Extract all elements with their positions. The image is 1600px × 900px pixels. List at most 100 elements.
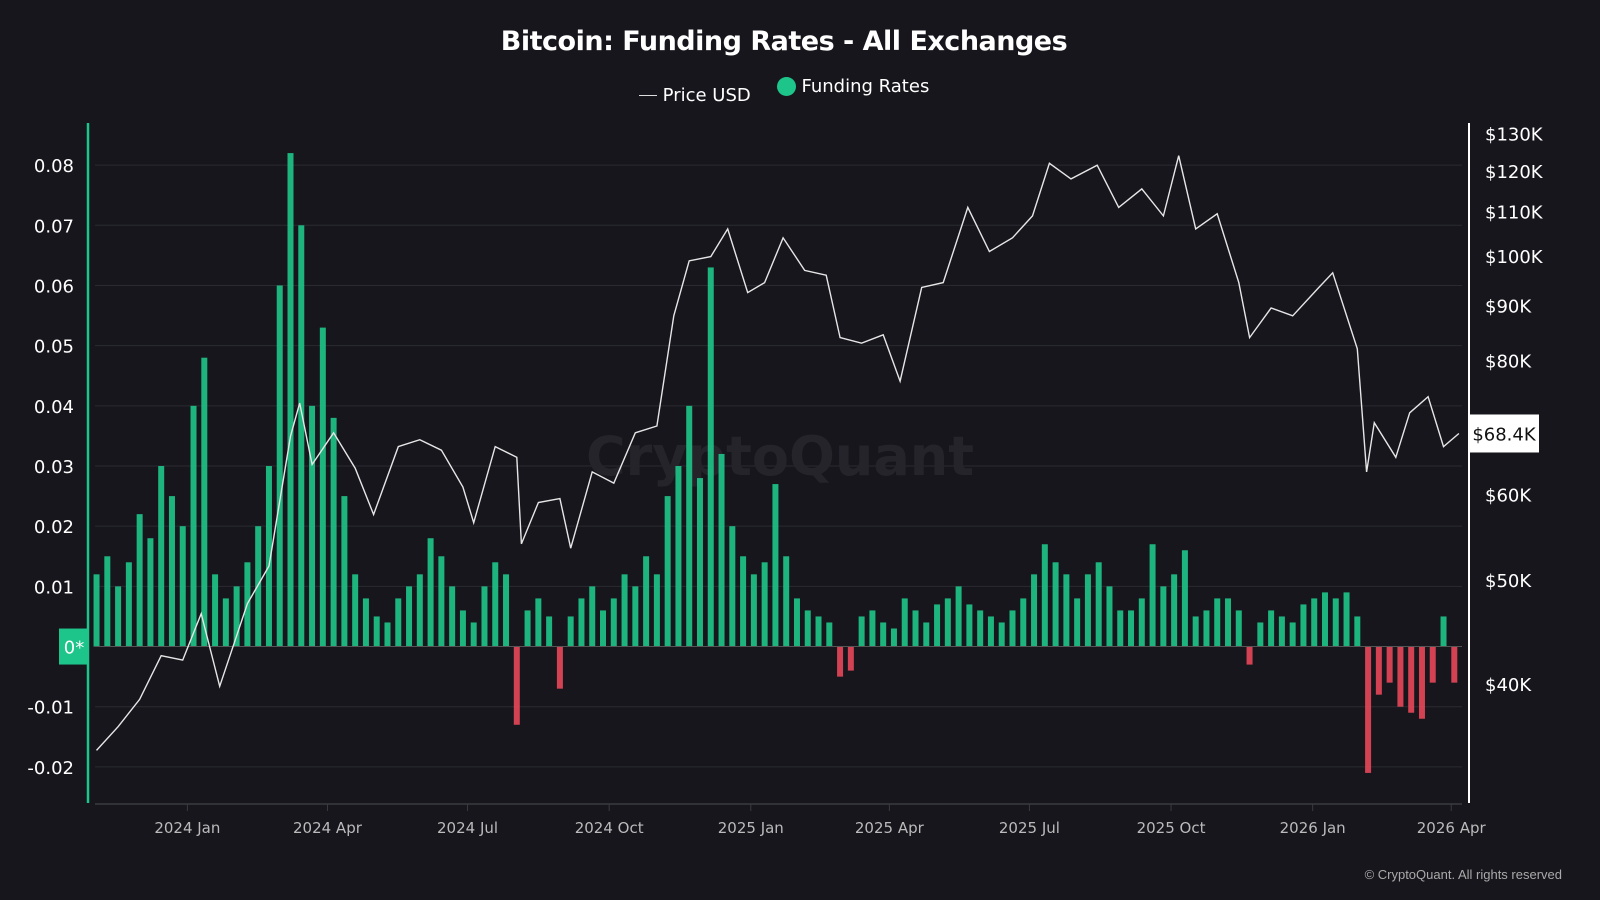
y-right-tick-label: $40K <box>1485 675 1532 696</box>
funding-bar <box>858 616 865 647</box>
funding-bar <box>201 357 208 647</box>
funding-bar <box>125 562 132 647</box>
y-left-tick-label: 0.07 <box>34 216 74 237</box>
funding-bar <box>438 556 445 647</box>
y-left-tick-label: 0.03 <box>34 457 74 478</box>
funding-bar <box>1365 646 1372 773</box>
funding-bar <box>212 574 219 647</box>
funding-bar <box>255 526 262 647</box>
funding-bar <box>1300 604 1307 647</box>
funding-bar <box>664 496 671 647</box>
funding-bar <box>309 405 316 647</box>
funding-bar <box>632 586 639 647</box>
funding-bar <box>1128 610 1135 647</box>
funding-bar <box>793 598 800 647</box>
funding-bar <box>1235 610 1242 647</box>
funding-bar <box>1332 598 1339 647</box>
chart-title: Bitcoin: Funding Rates - All Exchanges <box>500 26 1068 57</box>
price-line-group <box>95 155 1460 751</box>
funding-bars <box>93 153 1462 773</box>
funding-bar <box>1246 646 1253 665</box>
funding-bar <box>1386 646 1393 683</box>
funding-bar <box>1278 616 1285 647</box>
x-tick-label: 2025 Jan <box>718 819 784 837</box>
x-tick-label: 2024 Apr <box>293 819 363 837</box>
funding-bar <box>804 610 811 647</box>
funding-bar <box>1225 598 1232 647</box>
funding-bar <box>179 526 186 647</box>
funding-bar <box>449 586 456 647</box>
funding-bar <box>115 586 122 647</box>
funding-bar <box>1397 646 1404 707</box>
funding-bar <box>934 604 941 647</box>
funding-bar <box>1192 616 1199 647</box>
line-swatch-icon <box>638 95 657 96</box>
funding-bar <box>104 556 111 647</box>
x-tick-label: 2024 Jan <box>154 819 220 837</box>
funding-bar <box>977 610 984 647</box>
funding-bar <box>847 646 854 671</box>
funding-bar <box>1009 610 1016 647</box>
funding-bar <box>524 610 531 647</box>
x-tick-label: 2025 Oct <box>1137 819 1206 837</box>
funding-bar <box>373 616 380 647</box>
funding-bar <box>1440 616 1447 647</box>
funding-bar <box>513 646 520 725</box>
funding-bar <box>1084 574 1091 647</box>
funding-bar <box>1160 586 1167 647</box>
funding-bar <box>1375 646 1382 695</box>
current-price-label: $68.4K <box>1472 424 1537 445</box>
funding-bar <box>158 466 165 647</box>
funding-bar <box>1063 574 1070 647</box>
funding-bar <box>384 622 391 647</box>
funding-bar <box>1354 616 1361 647</box>
funding-bar <box>492 562 499 647</box>
y-left-tick-label: -0.01 <box>27 698 74 719</box>
funding-bar <box>136 514 143 647</box>
y-left-tick-label: 0.05 <box>34 337 74 358</box>
legend-item-funding[interactable]: Funding Rates <box>776 76 930 97</box>
funding-bar <box>1214 598 1221 647</box>
funding-bar <box>556 646 563 689</box>
funding-bar <box>1203 610 1210 647</box>
funding-bar <box>319 327 326 647</box>
legend-label-funding: Funding Rates <box>801 76 930 97</box>
funding-bar <box>1106 586 1113 647</box>
funding-bar <box>696 478 703 647</box>
legend-item-price[interactable]: Price USD <box>638 85 751 106</box>
y-right-tick-label: $120K <box>1485 162 1544 183</box>
y-right-tick-label: $50K <box>1485 571 1532 592</box>
funding-bar <box>944 598 951 647</box>
funding-bar <box>1268 610 1275 647</box>
funding-bar <box>427 538 434 647</box>
funding-bar <box>1451 646 1458 683</box>
funding-bar <box>567 616 574 647</box>
funding-bar <box>222 598 229 647</box>
funding-bar <box>1289 622 1296 647</box>
funding-bar <box>341 496 348 647</box>
funding-bar <box>1095 562 1102 647</box>
funding-bar <box>1418 646 1425 719</box>
funding-bar <box>1149 544 1156 647</box>
x-tick-label: 2026 Jan <box>1280 819 1346 837</box>
funding-bar <box>815 616 822 647</box>
funding-bar <box>276 285 283 647</box>
y-left-tick-label: 0.06 <box>34 276 74 297</box>
funding-bar <box>643 556 650 647</box>
funding-bar <box>686 405 693 647</box>
funding-bar <box>1074 598 1081 647</box>
funding-bar <box>287 153 294 647</box>
copyright: © CryptoQuant. All rights reserved <box>1364 867 1562 882</box>
legend-label-price: Price USD <box>662 85 751 106</box>
y-left-tick-label: -0.02 <box>27 758 74 779</box>
funding-bar <box>416 574 423 647</box>
funding-bar <box>352 574 359 647</box>
funding-bar <box>740 556 747 647</box>
funding-bar <box>589 586 596 647</box>
x-tick-label: 2024 Jul <box>437 819 498 837</box>
legend: Price USD Funding Rates <box>0 76 1568 106</box>
x-tick-label: 2026 Apr <box>1417 819 1487 837</box>
funding-bar <box>890 628 897 647</box>
funding-bar <box>1041 544 1048 647</box>
funding-bar <box>600 610 607 647</box>
